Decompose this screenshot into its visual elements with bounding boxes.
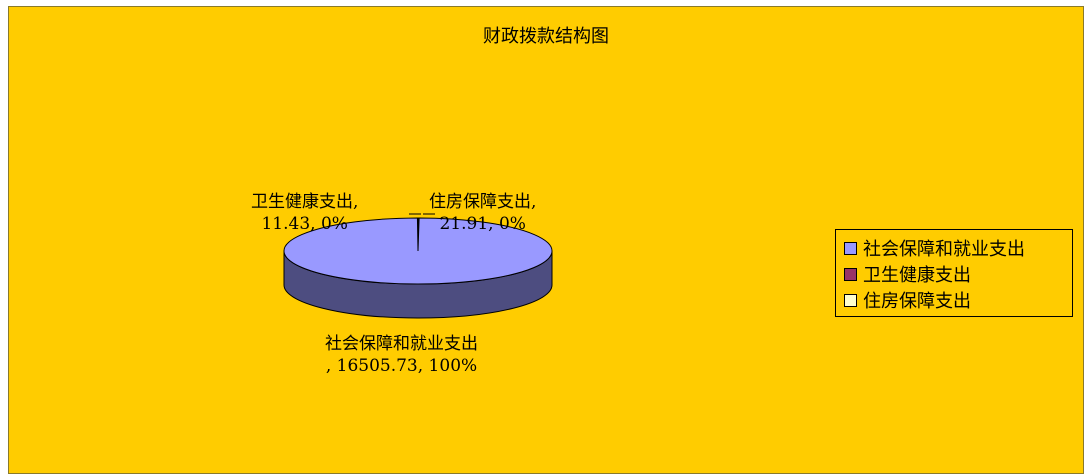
legend-swatch-health [844,267,857,281]
chart-title: 财政拨款结构图 [483,26,609,47]
legend-label-housing: 住房保障支出 [863,291,971,312]
pie-slice-0 [283,217,553,285]
legend-item-housing: 住房保障支出 [844,287,1072,313]
legend-swatch-housing [844,293,857,307]
legend-item-health: 卫生健康支出 [844,261,1072,287]
data-label-social-value: , 16505.73, 100% [325,356,478,376]
data-label-health: 卫生健康支出, 11.43, 0% [251,191,358,235]
data-label-social: 社会保障和就业支出 , 16505.73, 100% [325,333,478,377]
pie-chart [283,213,553,319]
chart-area: 财政拨款结构图 社会保障和就业支出 , 16505.73, 100% 卫生健康支… [8,6,1084,474]
data-label-health-value: 11.43, 0% [261,214,348,234]
legend: 社会保障和就业支出 卫生健康支出 住房保障支出 [835,229,1073,317]
data-label-housing: 住房保障支出, 21.91, 0% [429,191,536,235]
data-label-social-name: 社会保障和就业支出 [325,334,478,354]
data-label-housing-value: 21.91, 0% [439,214,526,234]
data-label-housing-name: 住房保障支出, [429,192,537,212]
legend-label-health: 卫生健康支出 [863,265,971,286]
legend-item-social: 社会保障和就业支出 [844,235,1072,261]
legend-label-social: 社会保障和就业支出 [863,239,1025,260]
legend-swatch-social [844,241,857,255]
data-label-health-name: 卫生健康支出, [251,192,359,212]
